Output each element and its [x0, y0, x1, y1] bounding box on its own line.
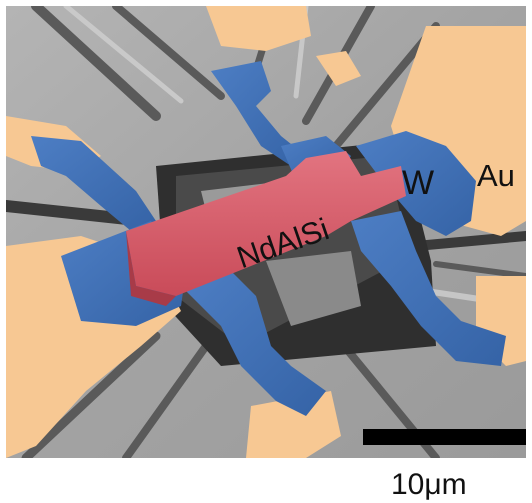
- scale-bar: [363, 429, 526, 445]
- tungsten-label: W: [402, 164, 435, 202]
- gold-label: Au: [477, 158, 515, 193]
- debris: [266, 251, 361, 326]
- sem-micrograph: [6, 6, 526, 458]
- ndalsi-sample: [126, 151, 406, 306]
- scale-bar-label: 10μm: [391, 468, 467, 501]
